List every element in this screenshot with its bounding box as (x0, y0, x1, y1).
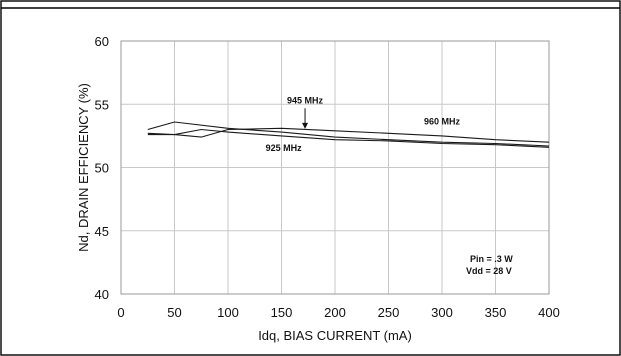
y-tick-label: 40 (95, 287, 109, 302)
x-tick-label: 400 (538, 305, 560, 320)
annotations: 945 MHz 960 MHz 925 MHz (266, 95, 461, 153)
y-tick-label: 50 (95, 161, 109, 176)
y-tick-label: 45 (95, 224, 109, 239)
x-axis-ticks: 0 50 100 150 200 250 300 350 400 (117, 305, 559, 320)
x-tick-label: 0 (117, 305, 124, 320)
x-tick-label: 50 (167, 305, 181, 320)
y-tick-label: 60 (95, 34, 109, 49)
condition-vdd: Vdd = 28 V (466, 266, 512, 276)
x-tick-label: 350 (485, 305, 507, 320)
series-line-2 (147, 128, 550, 148)
y-axis-label: Nd, DRAIN EFFICIENCY (%) (76, 83, 91, 252)
x-tick-label: 200 (324, 305, 346, 320)
plot-area (120, 40, 550, 295)
series-lines (147, 121, 550, 148)
series-line-1 (147, 121, 550, 147)
y-tick-label: 55 (95, 97, 109, 112)
x-axis-label: Idq, BIAS CURRENT (mA) (258, 328, 412, 343)
x-tick-label: 300 (431, 305, 453, 320)
annotation-label: 925 MHz (266, 143, 303, 153)
annotation-label: 960 MHz (424, 116, 461, 126)
series-line-0 (147, 127, 550, 143)
condition-pin: Pin = .3 W (470, 254, 513, 264)
x-tick-label: 150 (271, 305, 293, 320)
annotation-arrow-head (302, 122, 309, 129)
x-tick-label: 100 (217, 305, 239, 320)
y-axis-ticks: 40 45 50 55 60 (95, 34, 109, 302)
annotation-label: 945 MHz (287, 95, 324, 105)
x-tick-label: 250 (378, 305, 400, 320)
